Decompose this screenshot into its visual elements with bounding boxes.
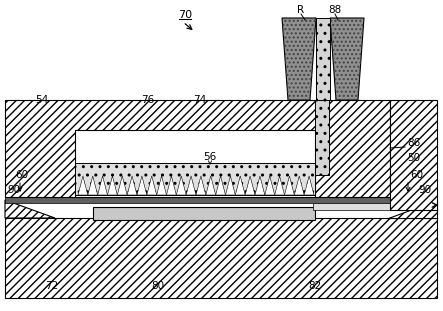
Text: 88: 88	[328, 5, 342, 15]
Text: 56: 56	[203, 152, 217, 162]
Polygon shape	[275, 176, 284, 195]
Polygon shape	[294, 176, 304, 195]
Bar	[93, 207, 315, 220]
Polygon shape	[284, 176, 294, 195]
Polygon shape	[147, 176, 157, 195]
Bar	[5, 218, 437, 298]
Polygon shape	[245, 176, 255, 195]
Bar	[75, 130, 315, 197]
Polygon shape	[255, 176, 265, 195]
Polygon shape	[108, 176, 117, 195]
Text: 80: 80	[152, 281, 164, 291]
Polygon shape	[117, 176, 127, 195]
Polygon shape	[137, 176, 147, 195]
Bar	[5, 100, 390, 197]
Polygon shape	[157, 176, 167, 195]
Polygon shape	[216, 176, 225, 195]
Bar	[5, 197, 437, 203]
Text: 60: 60	[16, 170, 28, 180]
Polygon shape	[206, 176, 216, 195]
Text: 76: 76	[141, 95, 155, 105]
Text: 74: 74	[194, 95, 206, 105]
Polygon shape	[5, 200, 55, 218]
Polygon shape	[225, 176, 235, 195]
Text: 70: 70	[178, 10, 192, 20]
Polygon shape	[235, 176, 245, 195]
Polygon shape	[265, 176, 275, 195]
Bar	[316, 18, 330, 100]
Text: 86: 86	[407, 138, 420, 148]
Text: 90: 90	[418, 185, 431, 195]
Polygon shape	[78, 176, 88, 195]
Polygon shape	[88, 176, 97, 195]
Bar	[390, 100, 437, 210]
Bar	[313, 203, 437, 210]
Polygon shape	[196, 176, 206, 195]
Bar	[75, 163, 315, 195]
Text: 54: 54	[35, 95, 49, 105]
Polygon shape	[304, 176, 314, 195]
Polygon shape	[176, 176, 186, 195]
Text: 90: 90	[8, 185, 20, 195]
Text: 60: 60	[410, 170, 423, 180]
Bar	[315, 100, 329, 175]
Polygon shape	[186, 176, 196, 195]
Text: 50: 50	[407, 153, 420, 163]
Polygon shape	[282, 18, 316, 100]
Polygon shape	[97, 176, 108, 195]
Polygon shape	[167, 176, 176, 195]
Text: 82: 82	[308, 281, 322, 291]
Polygon shape	[330, 18, 364, 100]
Text: 72: 72	[45, 281, 58, 291]
Polygon shape	[127, 176, 137, 195]
Text: R: R	[297, 5, 304, 15]
Polygon shape	[388, 200, 437, 218]
